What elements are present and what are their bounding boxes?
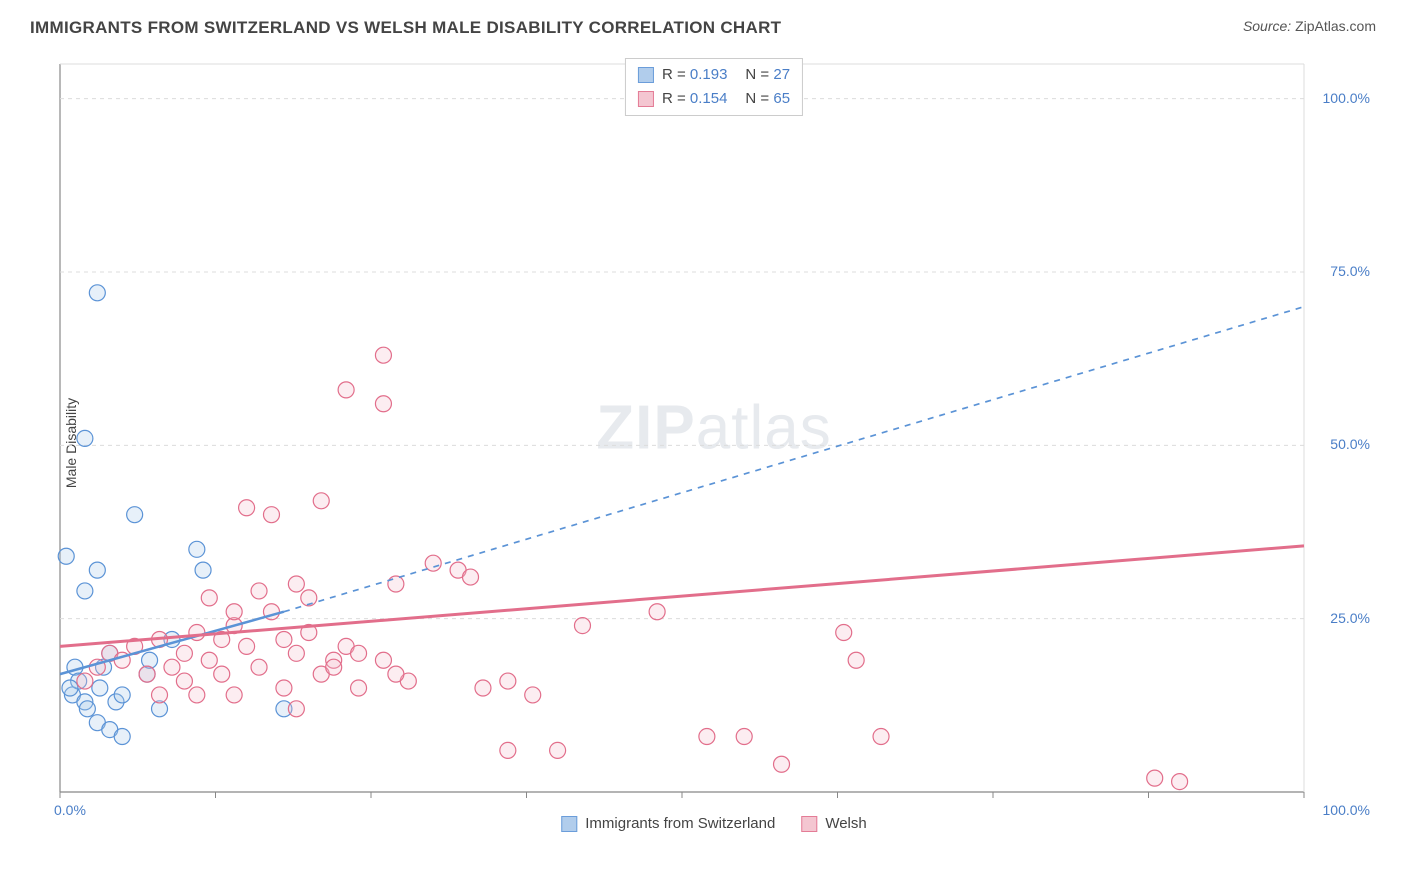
scatter-point <box>388 576 404 592</box>
scatter-point <box>463 569 479 585</box>
chart-area: Male Disability ZIPatlas R = 0.193N = 27… <box>54 58 1374 828</box>
source-attribution: Source: ZipAtlas.com <box>1243 18 1376 34</box>
scatter-point <box>114 729 130 745</box>
scatter-point <box>77 430 93 446</box>
scatter-point <box>736 729 752 745</box>
scatter-point <box>1172 774 1188 790</box>
scatter-point <box>351 645 367 661</box>
legend-swatch <box>801 816 817 832</box>
scatter-point <box>774 756 790 772</box>
r-label: R = <box>662 90 686 107</box>
scatter-point <box>62 680 78 696</box>
scatter-point <box>58 548 74 564</box>
stats-legend-row: R = 0.193 N = 27 <box>638 63 790 87</box>
scatter-point <box>226 604 242 620</box>
scatter-point <box>139 666 155 682</box>
scatter-point <box>152 687 168 703</box>
legend-label: Immigrants from Switzerland <box>585 815 775 832</box>
n-label: N = <box>745 66 769 83</box>
scatter-point <box>189 541 205 557</box>
scatter-point <box>195 562 211 578</box>
scatter-point <box>649 604 665 620</box>
scatter-point <box>848 652 864 668</box>
scatter-point <box>326 659 342 675</box>
r-value: 0.154 <box>690 90 728 107</box>
y-tick-label: 25.0% <box>1330 610 1370 626</box>
scatter-point <box>189 687 205 703</box>
scatter-point <box>164 659 180 675</box>
n-value: 65 <box>773 90 790 107</box>
scatter-point <box>239 638 255 654</box>
source-value: ZipAtlas.com <box>1295 18 1376 34</box>
scatter-point <box>142 652 158 668</box>
scatter-point <box>176 645 192 661</box>
scatter-point <box>475 680 491 696</box>
scatter-point <box>338 382 354 398</box>
scatter-point <box>351 680 367 696</box>
scatter-point <box>89 285 105 301</box>
stats-legend: R = 0.193 N = 27 R = 0.154 N = 65 <box>625 58 803 116</box>
scatter-point <box>375 347 391 363</box>
scatter-point <box>77 673 93 689</box>
scatter-plot <box>54 58 1374 828</box>
scatter-point <box>288 701 304 717</box>
y-tick-label: 100.0% <box>1323 90 1370 106</box>
scatter-point <box>214 666 230 682</box>
legend-item: Welsh <box>801 815 866 832</box>
scatter-point <box>550 742 566 758</box>
scatter-point <box>201 590 217 606</box>
scatter-point <box>176 673 192 689</box>
x-tick-label: 0.0% <box>54 802 86 818</box>
scatter-point <box>226 687 242 703</box>
scatter-point <box>1147 770 1163 786</box>
scatter-point <box>288 645 304 661</box>
trend-line <box>60 546 1304 647</box>
scatter-point <box>500 742 516 758</box>
scatter-point <box>276 631 292 647</box>
legend-swatch <box>561 816 577 832</box>
scatter-point <box>127 507 143 523</box>
scatter-point <box>92 680 108 696</box>
r-value: 0.193 <box>690 66 728 83</box>
scatter-point <box>114 687 130 703</box>
scatter-point <box>574 618 590 634</box>
scatter-point <box>288 576 304 592</box>
y-tick-label: 75.0% <box>1330 263 1370 279</box>
source-label: Source: <box>1243 18 1291 34</box>
legend-swatch <box>638 67 654 83</box>
y-tick-label: 50.0% <box>1330 436 1370 452</box>
scatter-point <box>239 500 255 516</box>
scatter-point <box>201 652 217 668</box>
scatter-point <box>89 562 105 578</box>
scatter-point <box>699 729 715 745</box>
scatter-point <box>375 396 391 412</box>
scatter-point <box>500 673 516 689</box>
legend-swatch <box>638 91 654 107</box>
n-value: 27 <box>773 66 790 83</box>
x-tick-label: 100.0% <box>1323 802 1370 818</box>
scatter-point <box>873 729 889 745</box>
scatter-point <box>525 687 541 703</box>
stats-legend-row: R = 0.154 N = 65 <box>638 87 790 111</box>
scatter-point <box>251 583 267 599</box>
r-label: R = <box>662 66 686 83</box>
series-legend: Immigrants from Switzerland Welsh <box>561 815 866 832</box>
legend-label: Welsh <box>825 815 866 832</box>
scatter-point <box>263 507 279 523</box>
scatter-point <box>276 680 292 696</box>
scatter-point <box>313 493 329 509</box>
scatter-point <box>836 625 852 641</box>
scatter-point <box>388 666 404 682</box>
chart-title: IMMIGRANTS FROM SWITZERLAND VS WELSH MAL… <box>30 18 781 38</box>
n-label: N = <box>745 90 769 107</box>
legend-item: Immigrants from Switzerland <box>561 815 775 832</box>
scatter-point <box>77 583 93 599</box>
trend-line-extrapolated <box>284 307 1304 612</box>
scatter-point <box>79 701 95 717</box>
scatter-point <box>251 659 267 675</box>
scatter-point <box>375 652 391 668</box>
